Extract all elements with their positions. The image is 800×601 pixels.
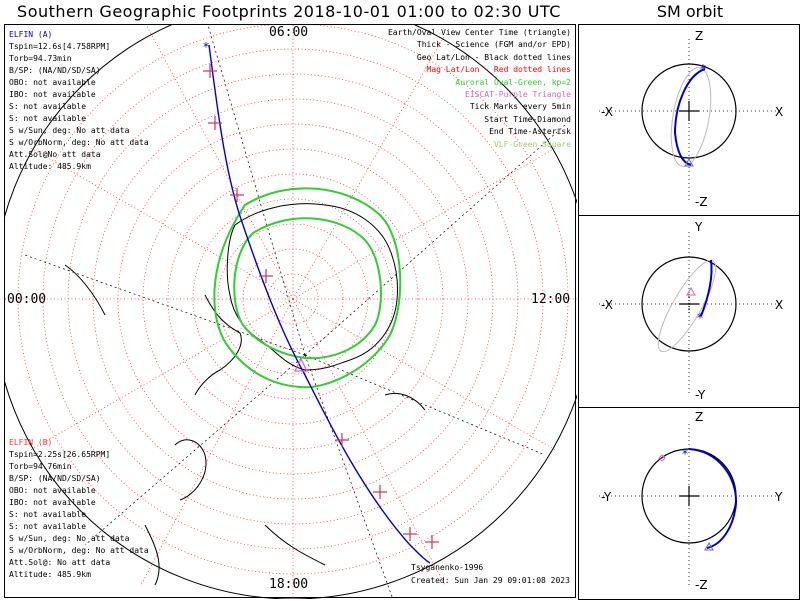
elfin-a-line: IBO: not available bbox=[9, 90, 96, 99]
axis-bottom: -Z bbox=[695, 578, 708, 592]
sm-panel-xy-svg: * bbox=[599, 232, 779, 394]
legend-item: EISCAT-Purple Triangle bbox=[465, 90, 571, 100]
sm-panel-xz: * Z -Z -X X bbox=[578, 24, 800, 216]
axis-right: Y bbox=[775, 490, 783, 504]
polar-map-svg: * bbox=[5, 25, 577, 599]
elfin-b-line: S: not available bbox=[9, 522, 87, 531]
elfin-b-line: S: not available bbox=[9, 510, 87, 519]
elfin-a-info: ELFIN (A) Tspin=12.6s[4.758RPM] Torb=94.… bbox=[9, 29, 149, 173]
elfin-b-line: Altitude: 485.9km bbox=[9, 570, 91, 579]
legend-item: Auroral Oval-Green, kp=2 bbox=[455, 77, 571, 87]
svg-text:*: * bbox=[682, 447, 688, 461]
model-credit: Tsyganenko-1996 bbox=[411, 563, 484, 572]
svg-text:*: * bbox=[697, 311, 703, 325]
mag-grid bbox=[5, 25, 577, 599]
elfin-a-line: Altitude: 485.9km bbox=[9, 162, 91, 171]
elfin-b-line: B/SP: (NA/ND/SD/SA) bbox=[9, 474, 101, 483]
sm-panel-xy: * Y -Y -X X bbox=[578, 215, 800, 408]
elfin-b-line: S w/Sun, deg: No att data bbox=[9, 534, 130, 543]
auroral-oval bbox=[213, 187, 402, 389]
elfin-a-line: S: not available bbox=[9, 102, 87, 111]
axis-bottom: -Z bbox=[695, 195, 708, 209]
legend-item: Earth/Oval View Center Time (triangle) bbox=[387, 28, 571, 37]
map-legend: Earth/Oval View Center Time (triangle) T… bbox=[388, 27, 571, 151]
elfin-b-header: ELFIN (B) bbox=[9, 438, 53, 447]
elfin-a-header: ELFIN (A) bbox=[9, 30, 53, 39]
elfin-a-track: * bbox=[203, 40, 439, 564]
elfin-b-line: Torb=94.76min bbox=[9, 462, 72, 471]
sm-panel-xz-svg: * bbox=[599, 39, 779, 203]
elfin-b-line: Att.Sol@: No att data bbox=[9, 558, 111, 567]
axis-left: -X bbox=[601, 105, 613, 119]
track-start-marker: * bbox=[203, 40, 209, 54]
time-label-bottom: 18:00 bbox=[269, 577, 309, 592]
elfin-a-line: S w/Sun, deg: No att data bbox=[9, 126, 130, 135]
legend-item: Thick - Science (FGM and/or EPD) bbox=[416, 40, 571, 50]
legend-item: Mag Lat/Lon - Red dotted lines bbox=[426, 65, 572, 75]
elfin-b-line: S w/OrbNorm, deg: No att data bbox=[9, 546, 149, 555]
credits: Tsyganenko-1996 Created: Sun Jan 29 09:0… bbox=[411, 561, 570, 587]
elfin-b-line: IBO: not available bbox=[9, 498, 96, 507]
coastlines bbox=[64, 203, 426, 586]
sm-panel-yz-svg: * bbox=[599, 424, 779, 586]
legend-item: Start Time-Diamond bbox=[484, 114, 571, 124]
axis-right: X bbox=[775, 298, 784, 312]
sm-orbit-title: SM orbit bbox=[656, 2, 724, 21]
created-credit: Created: Sun Jan 29 09:01:08 2023 bbox=[411, 576, 570, 585]
elfin-b-info: ELFIN (B) Tspin=2.25s[26.65RPM] Torb=94.… bbox=[9, 437, 149, 581]
legend-item: Geo Lat/Lon - Black dotted lines bbox=[416, 52, 571, 62]
sm-panel-yz: * Z -Z -Y Y bbox=[578, 407, 800, 600]
elfin-a-line: Tspin=12.6s[4.758RPM] bbox=[9, 42, 111, 51]
axis-bottom: -Y bbox=[695, 388, 706, 402]
geo-grid bbox=[24, 25, 566, 599]
axis-top: Z bbox=[695, 410, 704, 424]
svg-text:*: * bbox=[700, 62, 706, 76]
time-label-right: 12:00 bbox=[531, 292, 571, 307]
elfin-a-line: Torb=94.73min bbox=[9, 54, 72, 63]
elfin-b-line: Tspin=2.25s[26.65RPM] bbox=[9, 450, 111, 459]
elfin-a-line: B/SP: (NA/ND/SD/SA) bbox=[9, 66, 101, 75]
axis-top: Z bbox=[695, 29, 704, 43]
axis-left: -X bbox=[601, 298, 613, 312]
axis-left: -Y bbox=[601, 490, 612, 504]
legend-item: VLF-Green Square bbox=[493, 139, 571, 149]
legend-item: Tick Marks every 5min bbox=[469, 102, 571, 112]
time-label-left: 00:00 bbox=[7, 292, 47, 307]
time-label-top: 06:00 bbox=[269, 25, 309, 40]
elfin-a-line: S w/OrbNorm, deg: No att data bbox=[9, 138, 149, 147]
elfin-a-line: Att.Sol@No att data bbox=[9, 150, 101, 159]
footprint-map: * ELFIN (A) Tspin=12.6s[4.758RPM] Torb=9… bbox=[4, 24, 577, 599]
axis-right: X bbox=[775, 105, 784, 119]
axis-top: Y bbox=[695, 220, 703, 234]
page-title: Southern Geographic Footprints 2018-10-0… bbox=[17, 2, 561, 21]
elfin-a-line: OBO: not available bbox=[9, 78, 96, 87]
elfin-b-line: OBO: not available bbox=[9, 486, 96, 495]
eiscat-triangle bbox=[294, 357, 308, 372]
elfin-a-line: S: not available bbox=[9, 114, 87, 123]
legend-item: End Time-Asterisk bbox=[489, 127, 571, 137]
